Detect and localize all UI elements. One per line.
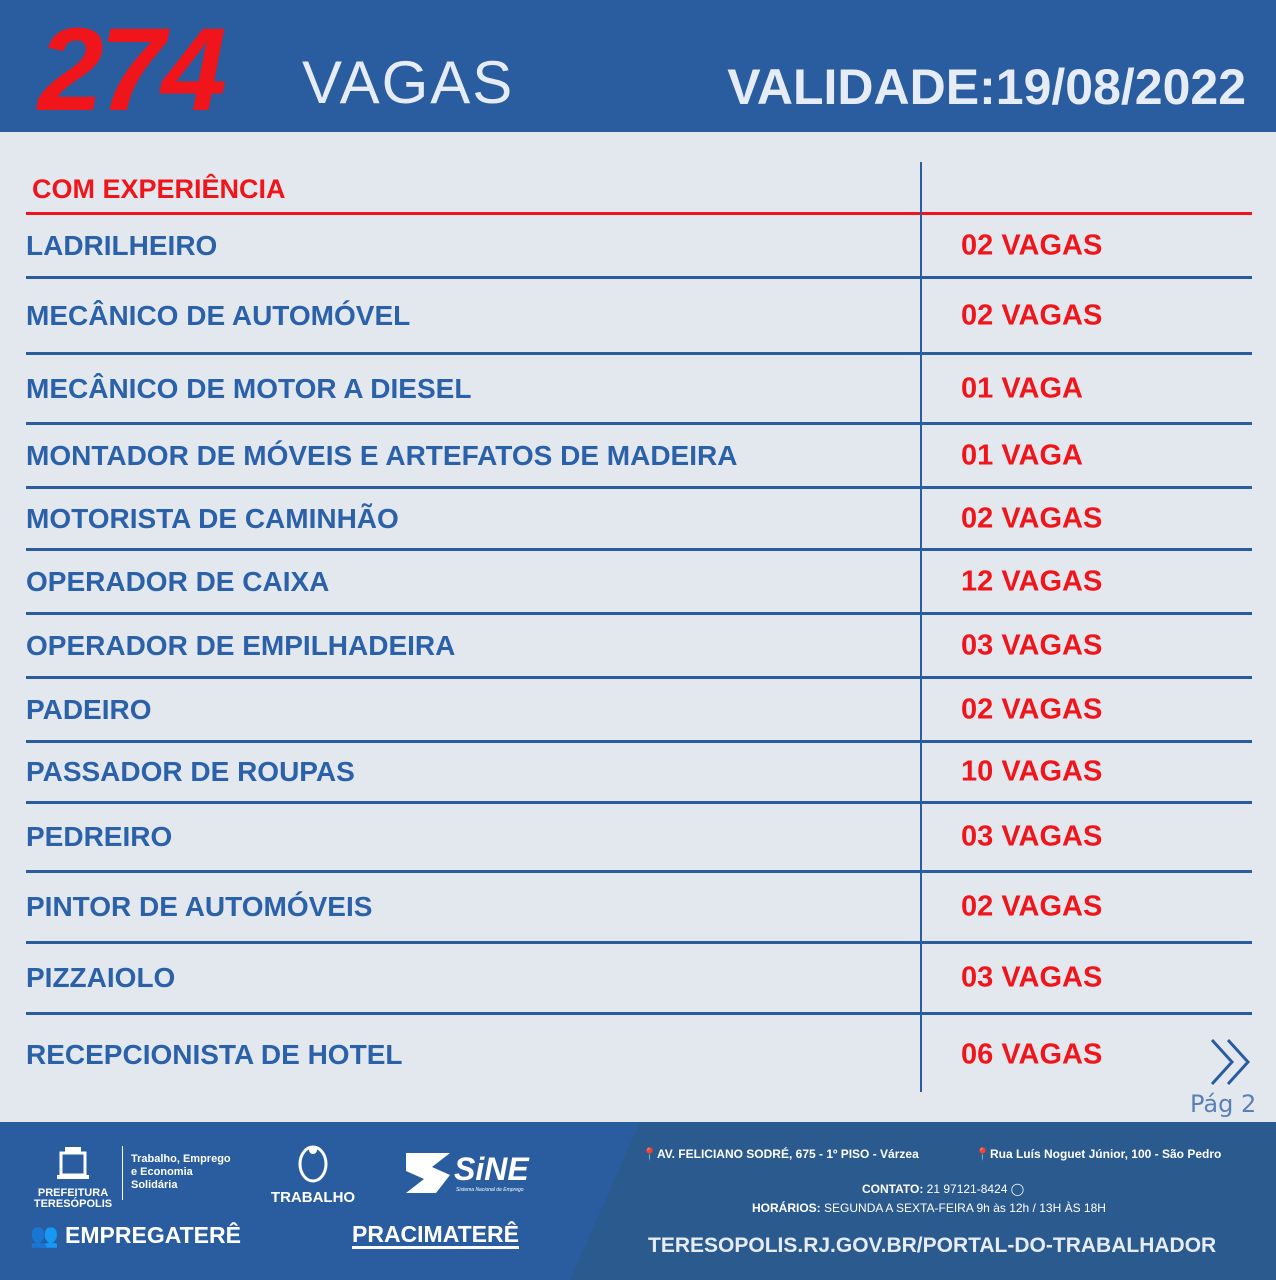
sine-logo: SiNE Sistema Nacional de Emprego [406,1151,529,1198]
hours-label: HORÁRIOS: [752,1201,821,1215]
job-openings: 03 VAGAS [961,820,1103,853]
job-openings: 03 VAGAS [961,629,1103,661]
job-title: PADEIRO [26,693,152,725]
job-title: PEDREIRO [26,821,173,852]
address-1: 📍AV. FELICIANO SODRÉ, 675 - 1º PISO - Vá… [642,1147,919,1161]
job-title: MECÂNICO DE AUTOMÓVEL [26,299,411,331]
footer-contact-panel [570,1122,1276,1280]
emblem-icon [298,1145,328,1183]
whatsapp-icon: ◯ [1010,1182,1025,1196]
job-row: OPERADOR DE EMPILHADEIRA 03 VAGAS [26,615,1252,679]
vacancy-label: VAGAS [302,49,515,116]
contact: CONTATO: 21 97121-8424 ◯ [862,1182,1024,1196]
job-openings: 02 VAGAS [961,693,1103,725]
job-openings: 03 VAGAS [961,961,1103,994]
secretaria-line: Solidária [131,1179,178,1191]
vacancy-count: 274 [38,4,227,136]
job-row: PADEIRO 02 VAGAS [26,679,1252,743]
job-row: RECEPCIONISTA DE HOTEL 06 VAGAS [26,1015,1252,1095]
job-title: PIZZAIOLO [26,962,176,993]
secretaria-line: Trabalho, Emprego [131,1153,231,1165]
job-row: PASSADOR DE ROUPAS 10 VAGAS [26,743,1252,804]
job-row: MONTADOR DE MÓVEIS E ARTEFATOS DE MADEIR… [26,425,1252,489]
job-row: PINTOR DE AUTOMÓVEIS 02 VAGAS [26,873,1252,944]
job-openings: 01 VAGA [961,439,1083,471]
job-openings: 02 VAGAS [961,890,1103,923]
job-row: PIZZAIOLO 03 VAGAS [26,944,1252,1015]
job-title: PINTOR DE AUTOMÓVEIS [26,891,373,922]
coat-of-arms-icon [57,1147,89,1179]
job-title: MOTORISTA DE CAMINHÃO [26,502,399,534]
validity-date: VALIDADE:19/08/2022 [727,59,1246,115]
job-title: RECEPCIONISTA DE HOTEL [26,1039,403,1070]
job-openings: 02 VAGAS [961,229,1103,262]
column-divider [920,162,922,1092]
job-row: PEDREIRO 03 VAGAS [26,804,1252,873]
section-title: COM EXPERIÊNCIA [32,174,286,204]
job-row: MOTORISTA DE CAMINHÃO 02 VAGAS [26,489,1252,551]
job-openings: 10 VAGAS [961,755,1103,788]
section-divider [26,212,1252,215]
page-number: Pág 2 [1190,1090,1257,1118]
sine-s-icon [406,1153,450,1193]
location-pin-icon: 📍 [975,1147,990,1161]
people-icon: 👥 [30,1222,59,1248]
job-openings: 06 VAGAS [961,1038,1103,1071]
job-title: MECÂNICO DE MOTOR A DIESEL [26,372,472,404]
job-row: MECÂNICO DE MOTOR A DIESEL 01 VAGA [26,355,1252,425]
job-title: OPERADOR DE EMPILHADEIRA [26,629,456,661]
job-title: MONTADOR DE MÓVEIS E ARTEFATOS DE MADEIR… [26,439,738,471]
job-title: OPERADOR DE CAIXA [26,565,330,597]
job-row: MECÂNICO DE AUTOMÓVEL 02 VAGAS [26,279,1252,355]
logo-divider [122,1146,123,1200]
trabalho-logo: TRABALHO [268,1142,358,1206]
job-openings: 02 VAGAS [961,299,1103,331]
secretaria-name: Trabalho, Emprego e Economia Solidária [131,1153,231,1192]
hours-value: SEGUNDA A SEXTA-FEIRA 9h às 12h / 13H ÀS… [824,1201,1106,1215]
location-pin-icon: 📍 [642,1147,657,1161]
double-chevron-right-icon[interactable] [1208,1038,1254,1090]
portal-url[interactable]: TERESOPOLIS.RJ.GOV.BR/PORTAL-DO-TRABALHA… [648,1234,1217,1257]
prefeitura-logo: PREFEITURA TERESÓPOLIS [30,1145,116,1210]
empregatere-logo: 👥 EMPREGATERÊ [30,1222,241,1248]
phone-number[interactable]: 21 97121-8424 [926,1182,1008,1196]
address-2: 📍Rua Luís Noguet Júnior, 100 - São Pedro [975,1147,1222,1161]
job-row: LADRILHEIRO 02 VAGAS [26,216,1252,279]
job-title: PASSADOR DE ROUPAS [26,756,355,787]
job-openings: 01 VAGA [961,372,1083,404]
job-openings: 12 VAGAS [961,565,1103,597]
header-banner: 274 VAGAS VALIDADE:19/08/2022 [0,0,1276,136]
job-row: OPERADOR DE CAIXA 12 VAGAS [26,551,1252,615]
contact-label: CONTATO: [862,1182,924,1196]
hours: HORÁRIOS: SEGUNDA A SEXTA-FEIRA 9h às 12… [752,1201,1106,1215]
job-openings: 02 VAGAS [961,502,1103,534]
job-title: LADRILHEIRO [26,230,218,261]
secretaria-line: e Economia [131,1166,193,1178]
pracimatere-logo: PRACIMATERÊ [352,1221,519,1249]
